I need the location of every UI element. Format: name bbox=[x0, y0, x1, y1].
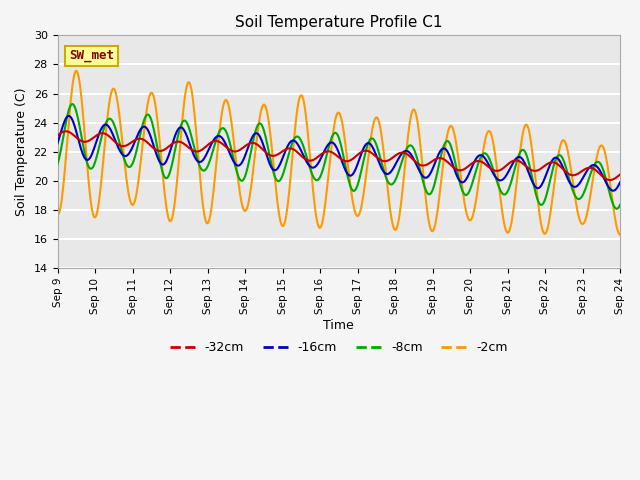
X-axis label: Time: Time bbox=[323, 319, 354, 333]
Legend: -32cm, -16cm, -8cm, -2cm: -32cm, -16cm, -8cm, -2cm bbox=[164, 336, 513, 360]
Title: Soil Temperature Profile C1: Soil Temperature Profile C1 bbox=[235, 15, 442, 30]
Text: SW_met: SW_met bbox=[68, 49, 114, 62]
Y-axis label: Soil Temperature (C): Soil Temperature (C) bbox=[15, 87, 28, 216]
